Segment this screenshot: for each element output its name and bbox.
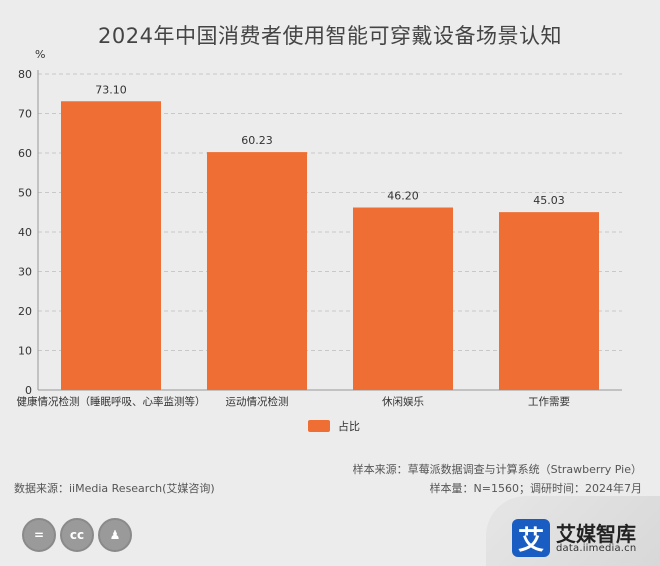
brand-name: 艾媒智库 — [556, 522, 636, 546]
equals-icon: = — [22, 518, 56, 552]
data-source: 数据来源：iiMedia Research(艾媒咨询) — [14, 482, 215, 495]
data-label: 73.10 — [95, 83, 127, 96]
bar — [207, 152, 307, 390]
sample-info: 样本量：N=1560；调研时间：2024年7月 — [429, 482, 642, 495]
data-label: 46.20 — [387, 190, 419, 203]
legend: 占比 — [308, 418, 360, 434]
y-tick-label: 10 — [18, 345, 32, 358]
y-tick-label: 80 — [18, 68, 32, 81]
sample-source: 样本来源：草莓派数据调查与计算系统（Strawberry Pie） — [352, 463, 642, 476]
bar — [61, 101, 161, 390]
x-tick-label: 休闲娱乐 — [382, 395, 424, 408]
bar — [353, 207, 453, 390]
bar-chart: % 0 10 20 30 40 50 60 70 80 73.10 健康情况检测（睡眠呼吸、心率监测等… — [17, 48, 622, 408]
y-tick-label: 40 — [18, 226, 32, 239]
chart-title: 2024年中国消费者使用智能可穿戴设备场景认知 — [98, 24, 562, 48]
x-tick-label: 工作需要 — [528, 396, 570, 408]
y-tick-label: 50 — [18, 187, 32, 200]
y-tick-label: 70 — [18, 108, 32, 121]
data-label: 45.03 — [533, 194, 565, 207]
y-tick-label: 0 — [25, 384, 32, 397]
legend-swatch — [308, 420, 330, 432]
y-unit-label: % — [35, 48, 45, 61]
cc-icon: cc — [60, 518, 94, 552]
legend-label: 占比 — [338, 420, 360, 433]
x-tick-label: 健康情况检测（睡眠呼吸、心率监测等） — [17, 395, 206, 408]
brand-logo-icon: 艾 — [512, 519, 550, 557]
x-tick-label: 运动情况检测 — [226, 395, 289, 408]
y-tick-label: 30 — [18, 266, 32, 279]
data-label: 60.23 — [241, 134, 273, 147]
brand-url: data.iimedia.cn — [556, 543, 637, 554]
bar — [499, 212, 599, 390]
license-icons: = cc ♟ — [22, 518, 132, 552]
person-icon: ♟ — [98, 518, 132, 552]
y-tick-label: 60 — [18, 147, 32, 160]
y-tick-label: 20 — [18, 305, 32, 318]
